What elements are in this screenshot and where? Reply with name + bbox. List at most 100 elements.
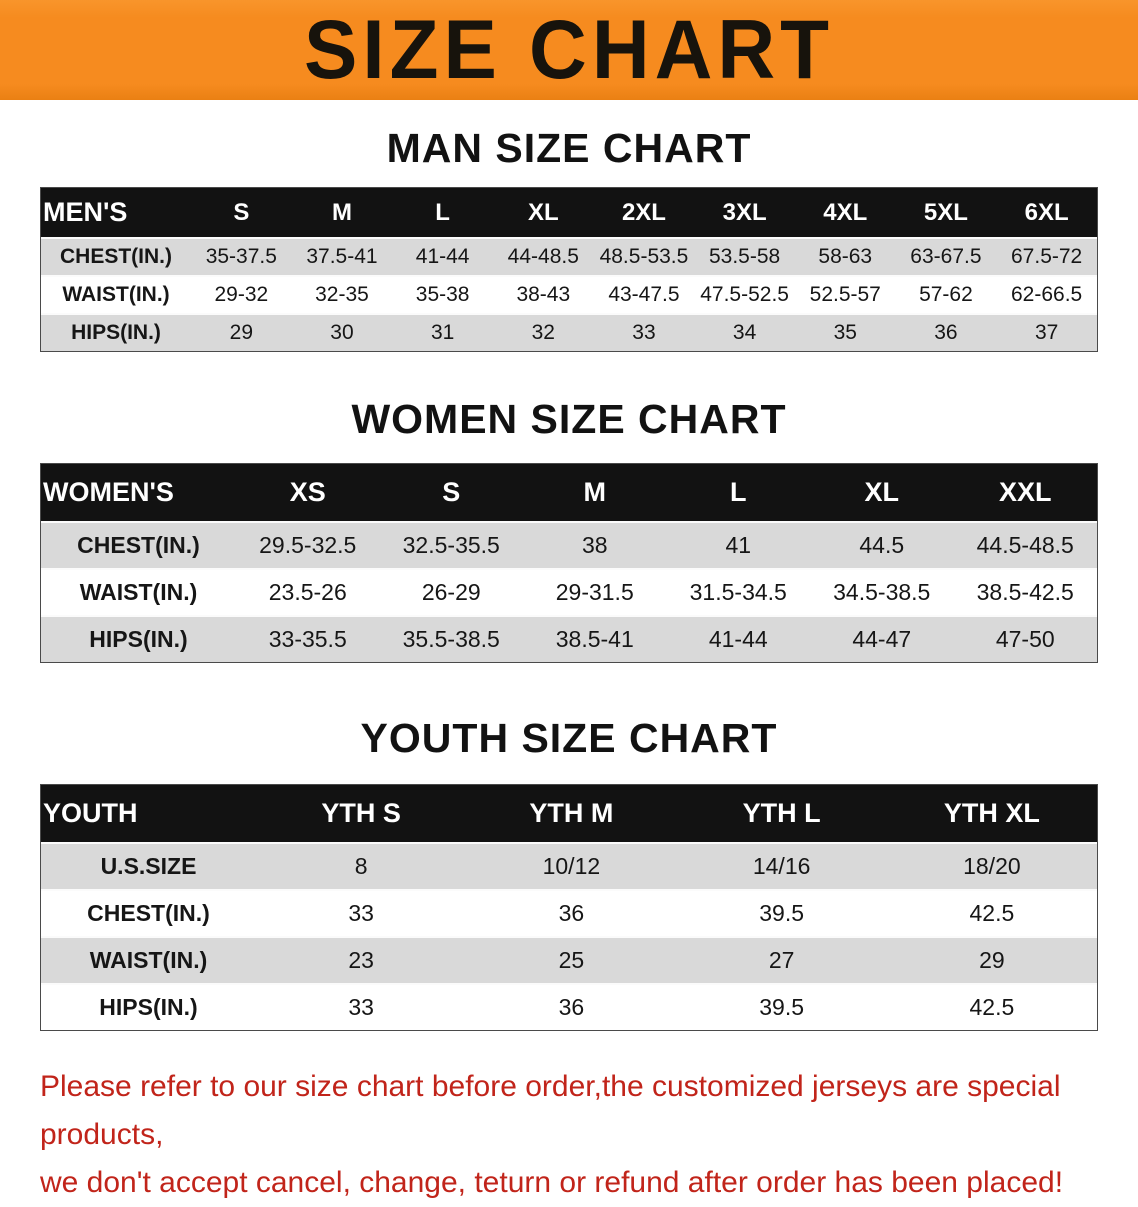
table-corner-label: MEN'S [41, 188, 191, 238]
size-value: 63-67.5 [910, 245, 982, 268]
women-size-section: WOMEN SIZE CHART WOMEN'S XS S M L XL XXL CHEST… [0, 396, 1138, 663]
size-column-header: M [523, 464, 667, 522]
size-value: 47-50 [995, 626, 1055, 652]
row-label: CHEST(IN.) [60, 245, 172, 268]
youth-table-body: U.S.SIZE 8 10/12 14/16 18/20 CHEST(IN.) 33 36 39… [41, 843, 1097, 1030]
youth-size-table-wrapper: YOUTH YTH S YTH M YTH L YTH XL U.S.SIZE 8 10/1… [40, 784, 1098, 1031]
row-label: WAIST(IN.) [62, 283, 170, 306]
size-value: 37.5-41 [306, 245, 378, 268]
size-value: 44.5 [859, 532, 905, 558]
women-size-table-wrapper: WOMEN'S XS S M L XL XXL CHEST(IN.) 29.5-32.5 32.… [40, 463, 1098, 663]
size-column-header: L [666, 464, 810, 522]
men-size-table: MEN'S S M L XL 2XL 3XL 4XL 5XL 6XL CHEST(IN.) 35-3… [41, 188, 1097, 351]
size-value: 38 [581, 532, 608, 558]
size-value: 33 [632, 321, 656, 344]
size-value: 31 [430, 321, 455, 344]
size-column-header: S [379, 464, 523, 522]
table-row: WAIST(IN.) 23 25 27 29 [41, 937, 1097, 984]
size-column-header: YTH S [256, 785, 467, 843]
size-value: 39.5 [759, 900, 804, 926]
size-value: 29-31.5 [555, 579, 634, 605]
size-value: 41 [725, 532, 752, 558]
row-label: CHEST(IN.) [87, 900, 210, 926]
note-line-2: we don't accept cancel, change, teturn o… [40, 1166, 1064, 1199]
men-section-heading: MAN SIZE CHART [386, 125, 752, 171]
size-value: 29 [979, 947, 1005, 973]
men-size-table-wrapper: MEN'S S M L XL 2XL 3XL 4XL 5XL 6XL CHEST(IN.) 35-3… [40, 187, 1098, 352]
size-value: 41-44 [415, 245, 470, 268]
size-column-header: 2XL [593, 188, 695, 238]
footer-note: Please refer to our size chart before or… [40, 1063, 1098, 1207]
row-label: CHEST(IN.) [77, 532, 200, 558]
size-value: 38.5-42.5 [976, 579, 1074, 605]
size-value: 33 [348, 900, 374, 926]
size-value: 41-44 [708, 626, 768, 652]
men-size-section: MAN SIZE CHART MEN'S S M L XL 2XL 3XL 4XL 5XL 6XL… [0, 125, 1138, 352]
size-value: 14/16 [752, 853, 811, 879]
table-row: HIPS(IN.) 33 36 39.5 42.5 [41, 984, 1097, 1030]
size-column-header: 4XL [794, 188, 896, 238]
row-label: HIPS(IN.) [99, 994, 198, 1020]
size-column-header: XL [810, 464, 954, 522]
size-value: 42.5 [969, 900, 1015, 926]
size-column-header: YTH M [466, 785, 677, 843]
row-label: HIPS(IN.) [89, 626, 188, 652]
size-value: 57-62 [919, 283, 973, 306]
size-value: 35-38 [415, 283, 470, 306]
size-value: 67.5-72 [1011, 245, 1083, 268]
size-column-header: YTH L [676, 785, 887, 843]
size-value: 38-43 [516, 283, 571, 306]
table-corner-label: WOMEN'S [41, 464, 236, 522]
size-column-header: 3XL [694, 188, 795, 238]
women-section-heading: WOMEN SIZE CHART [351, 396, 787, 442]
size-column-header: XXL [953, 464, 1097, 522]
size-value: 36 [558, 994, 585, 1020]
table-row: CHEST(IN.) 35-37.5 37.5-41 41-44 44-48.5 48.5… [41, 238, 1097, 276]
size-value: 53.5-58 [708, 245, 781, 268]
size-value: 35.5-38.5 [402, 626, 500, 652]
size-value: 30 [330, 321, 354, 344]
size-value: 44-47 [852, 626, 912, 652]
youth-section-heading: YOUTH SIZE CHART [360, 715, 778, 761]
size-value: 26-29 [421, 579, 481, 605]
page-title: SIZE CHART [304, 3, 834, 96]
size-value: 44.5-48.5 [976, 532, 1074, 558]
youth-size-section: YOUTH SIZE CHART YOUTH YTH S YTH M YTH L YTH… [0, 715, 1138, 1031]
size-value: 8 [354, 853, 368, 879]
row-label: U.S.SIZE [100, 853, 197, 879]
size-value: 32.5-35.5 [402, 532, 500, 558]
size-value: 36 [558, 900, 585, 926]
size-value: 23 [348, 947, 374, 973]
note-line-1: Please refer to our size chart before or… [40, 1070, 1061, 1151]
size-column-header: YTH XL [886, 785, 1097, 843]
size-value: 29-32 [214, 283, 269, 306]
size-column-header: 5XL [895, 188, 997, 238]
size-column-header: S [191, 188, 292, 238]
men-table-body: CHEST(IN.) 35-37.5 37.5-41 41-44 44-48.5 48.5… [41, 238, 1097, 351]
table-row: WAIST(IN.) 29-32 32-35 35-38 38-43 43-47.5 47.… [41, 276, 1097, 314]
size-value: 18/20 [963, 853, 1021, 879]
row-label: WAIST(IN.) [79, 579, 198, 605]
size-value: 36 [934, 321, 958, 344]
size-column-header: XL [492, 188, 594, 238]
size-value: 47.5-52.5 [700, 283, 789, 306]
size-value: 42.5 [969, 994, 1015, 1020]
size-value: 32-35 [315, 283, 369, 306]
size-value: 39.5 [759, 994, 804, 1020]
women-table-header-row: WOMEN'S XS S M L XL XXL [41, 464, 1097, 522]
table-row: U.S.SIZE 8 10/12 14/16 18/20 [41, 843, 1097, 890]
row-label: WAIST(IN.) [89, 947, 208, 973]
size-column-header: XS [236, 464, 380, 522]
table-corner-label: YOUTH [41, 785, 256, 843]
table-row: CHEST(IN.) 29.5-32.5 32.5-35.5 38 41 44.5 44.5… [41, 522, 1097, 569]
size-value: 38.5-41 [555, 626, 634, 652]
size-value: 25 [558, 947, 585, 973]
size-value: 62-66.5 [1011, 283, 1083, 306]
size-value: 31.5-34.5 [689, 579, 787, 605]
size-value: 33-35.5 [268, 626, 347, 652]
size-value: 27 [768, 947, 795, 973]
size-value: 58-63 [818, 245, 873, 268]
table-row: WAIST(IN.) 23.5-26 26-29 29-31.5 31.5-34.5 34… [41, 569, 1097, 616]
size-value: 37 [1034, 321, 1059, 344]
